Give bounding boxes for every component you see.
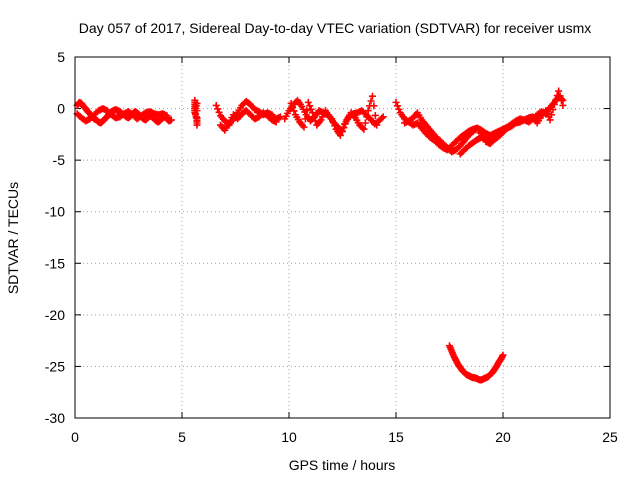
data-point <box>289 103 297 111</box>
y-tick-label: -10 <box>45 204 65 220</box>
x-tick-label: 15 <box>388 429 404 445</box>
data-point <box>287 99 295 107</box>
data-point <box>395 105 403 113</box>
x-tick-label: 10 <box>281 429 297 445</box>
chart-title: Day 057 of 2017, Sidereal Day-to-day VTE… <box>79 20 592 36</box>
data-point <box>215 108 223 116</box>
data-point <box>363 113 371 121</box>
data-point <box>304 98 312 106</box>
data-point <box>307 105 315 113</box>
data-point <box>371 111 379 119</box>
data-point <box>300 123 308 131</box>
data-point <box>310 113 318 121</box>
y-axis-label: SDTVAR / TECUs <box>5 182 21 294</box>
data-point <box>368 92 376 100</box>
data-point <box>559 101 567 109</box>
data-point <box>549 106 557 114</box>
data-point <box>556 92 564 100</box>
data-point <box>546 116 554 124</box>
y-tick-label: -25 <box>45 358 65 374</box>
x-axis-label: GPS time / hours <box>289 457 396 473</box>
data-point <box>373 121 381 129</box>
data-point <box>360 125 368 133</box>
data-point <box>339 127 346 135</box>
data-point <box>508 121 516 129</box>
data-point <box>378 114 386 122</box>
data-points <box>73 87 567 384</box>
plot-frame <box>74 56 611 419</box>
data-point <box>392 98 400 106</box>
data-point <box>212 101 220 109</box>
y-tick-label: 0 <box>57 101 65 117</box>
y-tick-label: 5 <box>57 49 65 65</box>
data-point <box>301 115 309 123</box>
data-point <box>341 120 349 128</box>
y-tick-label: -15 <box>45 255 65 271</box>
data-point <box>358 124 366 132</box>
data-point <box>499 351 507 359</box>
data-point <box>364 107 372 115</box>
x-tick-label: 25 <box>602 429 618 445</box>
y-tick-label: -5 <box>53 152 66 168</box>
data-point <box>272 118 280 126</box>
data-point <box>370 102 378 110</box>
tick-labels: 0 5 10 15 20 25 5 0 -5 -10 -15 -20 -25 -30 <box>45 49 618 445</box>
data-point <box>557 97 565 105</box>
data-point <box>550 100 558 108</box>
data-point <box>548 111 556 119</box>
data-point <box>361 119 369 127</box>
data-point <box>340 123 348 131</box>
x-tick-label: 0 <box>71 429 79 445</box>
x-tick-label: 20 <box>495 429 511 445</box>
data-point <box>306 102 314 110</box>
x-tick-label: 5 <box>178 429 186 445</box>
data-point <box>193 117 201 125</box>
data-point <box>163 112 171 120</box>
data-point <box>309 109 317 117</box>
data-point <box>167 116 175 124</box>
y-tick-label: -30 <box>45 410 65 426</box>
data-point <box>555 87 563 95</box>
data-point <box>393 102 401 110</box>
y-tick-label: -20 <box>45 307 65 323</box>
data-point <box>379 113 387 121</box>
data-point <box>290 107 298 115</box>
data-point <box>367 97 375 105</box>
data-point <box>303 107 311 115</box>
data-point <box>214 105 222 113</box>
